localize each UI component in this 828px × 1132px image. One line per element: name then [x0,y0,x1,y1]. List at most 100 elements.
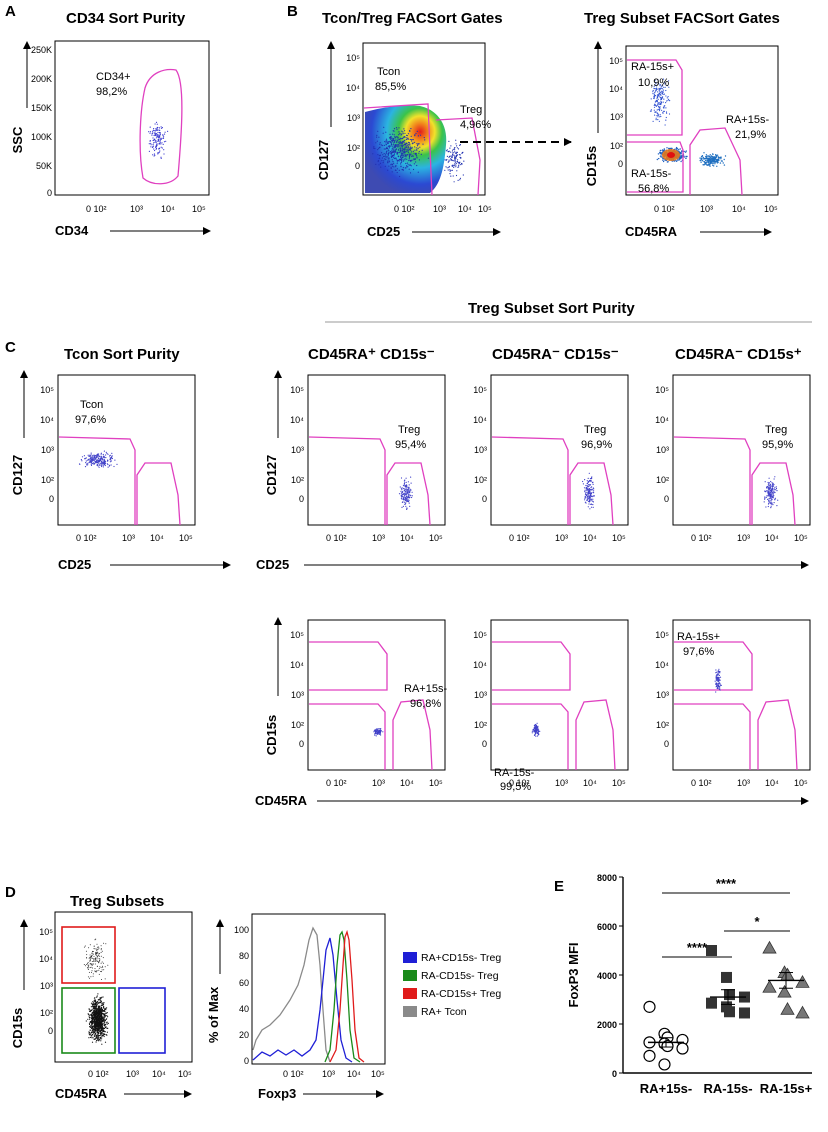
svg-text:10⁵: 10⁵ [609,56,623,66]
svg-text:100: 100 [234,925,249,935]
gate-ra15sm-pct-c2: 99,5% [500,781,531,793]
plot-c-col3-cd45ra: 10⁵ 10⁴ 10³ 10² 0 0 10² 10³ 10⁴ 10⁵ [655,619,811,788]
events [398,476,413,510]
gate-cd34-pct: 98,2% [96,86,127,98]
plot-b-subset-gates: 10⁵ 10⁴ 10³ 10² 0 0 10² 10³ 10⁴ 10⁵ RA-1… [609,45,779,214]
x-tick-label: 10⁵ [179,533,193,543]
x-tick-label: 10³ [737,778,750,788]
gate-blue [118,987,166,1054]
y-tick-label: 10⁵ [655,385,669,395]
y-tick-label: 10³ [41,445,54,455]
svg-text:10²: 10² [610,141,623,151]
hist-racd15sp [329,929,365,1063]
foxp3-ticks: 0 10² 10³ 10⁴ 10⁵ [283,1069,385,1079]
hist-rapcd15sm [252,937,353,1063]
svg-text:10³: 10³ [347,113,360,123]
gate-rap15sm-pct: 21,9% [735,129,766,141]
x-tick-label: 0 10² [326,778,347,788]
svg-text:10⁴: 10⁴ [609,84,623,94]
svg-text:0: 0 [618,159,623,169]
treg-subset-events [649,78,727,167]
title-col3: CD45RA⁻ CD15s⁺ [675,346,802,363]
gate-treg-pct-c3: 95,9% [762,439,793,451]
x-tick-label: 10⁵ [612,778,626,788]
y-tick-label: 0 [49,494,54,504]
x-tick-label: 10³ [122,533,135,543]
svg-text:10⁵: 10⁵ [346,53,360,63]
y-tick-label: 0 [299,494,304,504]
gate-ra15sp-name: RA-15s+ [631,61,674,73]
title-col1: CD45RA⁺ CD15s⁻ [308,346,435,363]
y-tick-label: 10² [291,720,304,730]
series-2 [762,940,810,1019]
data-point [780,1001,795,1015]
y-tick-label: 10⁴ [473,415,487,425]
legend-swatch-grey [403,1006,417,1017]
plot-c-col1-cd25: 10⁵ 10⁴ 10³ 10² 0 0 10² 10³ 10⁴ 10⁵ [290,374,446,543]
events [373,728,384,737]
y-tick-label: 10⁵ [473,630,487,640]
legend-item: RA+ Tcon [421,1006,467,1018]
cd15s-ticks-d: 10⁵ 10⁴ 10³ 10² 0 [39,927,53,1036]
axis-cd127-b: CD127 [316,140,331,180]
svg-text:10⁵: 10⁵ [371,1069,385,1079]
gate-ra15sm-name-c2: RA-15s- [494,767,535,779]
tcon-treg-events [372,126,465,183]
data-point [739,1007,750,1019]
y-tick-label: 10⁴ [473,660,487,670]
axis-foxp3: Foxp3 [258,1086,296,1101]
data-point [724,989,735,1001]
data-point [706,997,717,1009]
svg-text:10⁴: 10⁴ [458,204,472,214]
y-tick-label: 10⁵ [655,630,669,640]
svg-text:50K: 50K [36,161,52,171]
y-tick-label: 10² [474,475,487,485]
row-c-plots: 10⁵ 10⁴ 10³ 10² 0 0 10² 10³ 10⁴ 10⁵ 10⁵ 10⁴ 10³ 10² 0… [40,374,811,793]
y-tick-label: 4000 [597,971,617,981]
svg-text:0: 0 [355,161,360,171]
axis-cd25-c-tcon: CD25 [58,557,91,572]
title-tcon-purity: Tcon Sort Purity [64,346,180,363]
cd25-ticks-b: 0 10² 10³ 10⁴ 10⁵ [394,204,492,214]
svg-text:10³: 10³ [40,981,53,991]
gate-treg-pct: 4,96% [460,119,491,131]
title-treg-subset-gates: Treg Subset FACSort Gates [584,10,780,27]
events [531,722,541,737]
plot-d-histogram: 100 80 60 40 20 0 0 10² 10³ 10⁴ 10⁵ [234,913,386,1079]
data-point [762,979,777,993]
y-tick-label: 10² [656,720,669,730]
y-tick-label: 10⁴ [655,660,669,670]
svg-text:10⁵: 10⁵ [478,204,492,214]
y-tick-label: 8000 [597,873,617,883]
gate-ra15sp-pct: 10,9% [638,77,669,89]
gate-rap15sm-pct-c1: 96,8% [410,698,441,710]
y-tick-label: 0 [299,739,304,749]
gate-tcon-name: Tcon [377,66,400,78]
y-tick-label: 6000 [597,922,617,932]
svg-text:10⁴: 10⁴ [347,1069,361,1079]
svg-text:10⁵: 10⁵ [192,204,206,214]
x-tick-label: 10⁴ [765,533,779,543]
category-label: RA+15s- [640,1081,692,1096]
x-tick-label: 10⁴ [400,778,414,788]
svg-text:10³: 10³ [322,1069,335,1079]
y-tick-label: 10³ [474,690,487,700]
y-tick-label: 0 [664,739,669,749]
data-point [661,1039,674,1053]
svg-text:10⁵: 10⁵ [764,204,778,214]
x-tick-label: 10⁵ [794,533,808,543]
data-point [643,1000,656,1013]
gate-ra15sm-name: RA-15s- [631,168,672,180]
gate-ra15sp-name-c3: RA-15s+ [677,631,720,643]
foxp3-mfi-chart: 0 2000 4000 6000 8000 FoxP3 MFI RA+15s- RA-15s-… [566,873,813,1096]
svg-text:20: 20 [239,1030,249,1040]
legend-item: RA+CD15s- Treg [421,952,501,964]
y-tick-label: 10² [41,475,54,485]
x-tick-label: 10⁴ [583,778,597,788]
axis-cd45ra-c: CD45RA [255,793,308,808]
y-tick-label: 10⁴ [290,415,304,425]
y-tick-label: 10³ [291,445,304,455]
svg-text:250K: 250K [31,45,52,55]
x-tick-label: 10⁵ [612,533,626,543]
